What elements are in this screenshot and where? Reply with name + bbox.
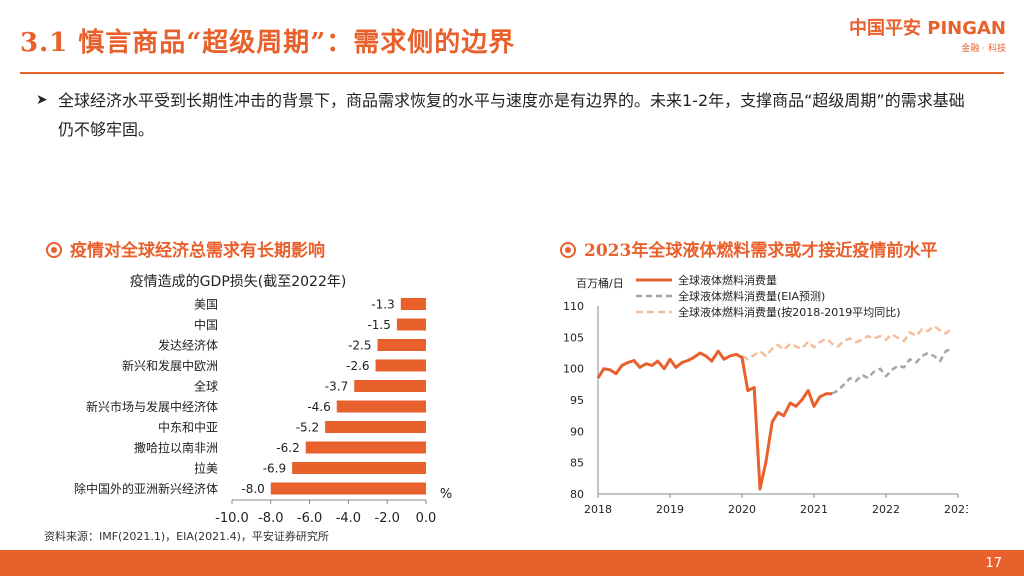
brand-logo: 中国平安 PINGAN 金融 · 科技 xyxy=(849,14,1006,54)
bar xyxy=(336,400,426,413)
page-number: 17 xyxy=(985,556,1002,571)
x-tick-label: 2022 xyxy=(872,503,900,516)
x-tick-label: -10.0 xyxy=(215,511,249,526)
y-tick-label: 85 xyxy=(570,457,584,470)
bar-value-label: -2.5 xyxy=(348,339,371,353)
x-tick-label: 2021 xyxy=(800,503,828,516)
bar-value-label: -2.6 xyxy=(346,359,369,373)
logo-main: 中国平安 PINGAN xyxy=(849,18,1006,39)
y-tick-label: 95 xyxy=(570,394,584,407)
y-tick-label: 80 xyxy=(570,488,584,501)
liquid-fuel-line-chart: 百万桶/日 80 85 90 95 100 105 110 2018 2019 2020 2021 20… xyxy=(563,273,968,516)
bar xyxy=(270,482,426,495)
bar xyxy=(377,339,426,351)
y-tick-label: 105 xyxy=(563,331,584,344)
y-tick-label: 110 xyxy=(563,300,584,313)
bullet-arrow-icon: ➤ xyxy=(36,92,48,108)
bar xyxy=(354,380,426,392)
y-tick-label: 100 xyxy=(563,363,584,376)
category-label: 新兴市场与发展中经济体 xyxy=(86,399,218,414)
bar-value-label: -3.7 xyxy=(325,380,348,394)
bar-value-label: -8.0 xyxy=(241,482,264,496)
x-tick-label: 2019 xyxy=(656,503,684,516)
x-tick-label: -6.0 xyxy=(297,511,322,526)
target-icon xyxy=(46,242,62,258)
page-title: 3.1 慎言商品“超级周期”：需求侧的边界 xyxy=(20,28,516,58)
x-tick-label: -4.0 xyxy=(336,511,361,526)
series-line xyxy=(596,349,832,491)
bar xyxy=(375,359,426,372)
bar-value-label: -1.5 xyxy=(367,318,390,332)
x-tick-label: -8.0 xyxy=(258,511,283,526)
category-label: 拉美 xyxy=(194,461,218,476)
gdp-loss-bar-chart: 疫情造成的GDP损失(截至2022年) -1.3 美国 -1.5 中国 -2.5 发达经济体… xyxy=(74,274,452,526)
bar-value-label: -5.2 xyxy=(296,421,319,435)
y-axis-title: 百万桶/日 xyxy=(576,276,624,290)
category-label: 新兴和发展中欧洲 xyxy=(122,358,218,373)
bar xyxy=(292,462,426,474)
right-section-heading: 2023年全球液体燃料需求或才接近疫情前水平 xyxy=(560,236,937,261)
legend-label: 全球液体燃料消费量(按2018-2019平均同比) xyxy=(678,305,901,319)
category-label: 美国 xyxy=(194,298,218,312)
bar xyxy=(396,318,426,331)
source-note: 资料来源：IMF(2021.1)，EIA(2021.4)，平安证券研究所 xyxy=(44,530,329,543)
category-label: 中东和中亚 xyxy=(158,420,218,435)
left-section-heading: 疫情对全球经济总需求有长期影响 xyxy=(46,236,325,261)
x-tick-label: 2020 xyxy=(728,503,756,516)
chart-title: 疫情造成的GDP损失(截至2022年) xyxy=(130,274,347,290)
category-label: 全球 xyxy=(194,379,218,394)
x-tick-label: 0.0 xyxy=(416,511,437,526)
left-section-title: 疫情对全球经济总需求有长期影响 xyxy=(70,241,325,261)
bar-value-label: -6.9 xyxy=(263,462,286,476)
series-line xyxy=(741,324,954,361)
y-tick-label: 90 xyxy=(570,425,584,438)
x-tick-label: -2.0 xyxy=(375,511,400,526)
bar-value-label: -6.2 xyxy=(276,441,299,455)
x-tick-label: 2023 xyxy=(944,503,968,516)
logo-sub: 金融 · 科技 xyxy=(961,44,1006,54)
legend-label: 全球液体燃料消费量(EIA预测) xyxy=(678,289,825,303)
series-line xyxy=(831,347,953,395)
bar-value-label: -4.6 xyxy=(307,400,330,414)
category-label: 发达经济体 xyxy=(158,338,218,353)
category-label: 撒哈拉以南非洲 xyxy=(134,440,218,455)
footer-bar: 17 xyxy=(0,550,1024,576)
x-tick-label: 2018 xyxy=(584,503,612,516)
bar xyxy=(305,441,426,454)
title-rule xyxy=(20,72,1004,74)
bullet-text: 全球经济水平受到长期性冲击的背景下，商品需求恢复的水平与速度亦是有边界的。未来1… xyxy=(58,91,965,139)
category-label: 除中国外的亚洲新兴经济体 xyxy=(74,481,218,496)
bar-value-label: -1.3 xyxy=(371,298,394,312)
target-icon xyxy=(560,242,576,258)
bullet-paragraph: ➤ 全球经济水平受到长期性冲击的背景下，商品需求恢复的水平与速度亦是有边界的。未… xyxy=(36,86,968,144)
bar xyxy=(400,298,426,310)
legend-label: 全球液体燃料消费量 xyxy=(678,273,777,287)
right-section-title: 2023年全球液体燃料需求或才接近疫情前水平 xyxy=(584,241,938,261)
category-label: 中国 xyxy=(194,317,218,332)
x-unit-label: % xyxy=(440,487,452,502)
bar xyxy=(325,421,426,433)
